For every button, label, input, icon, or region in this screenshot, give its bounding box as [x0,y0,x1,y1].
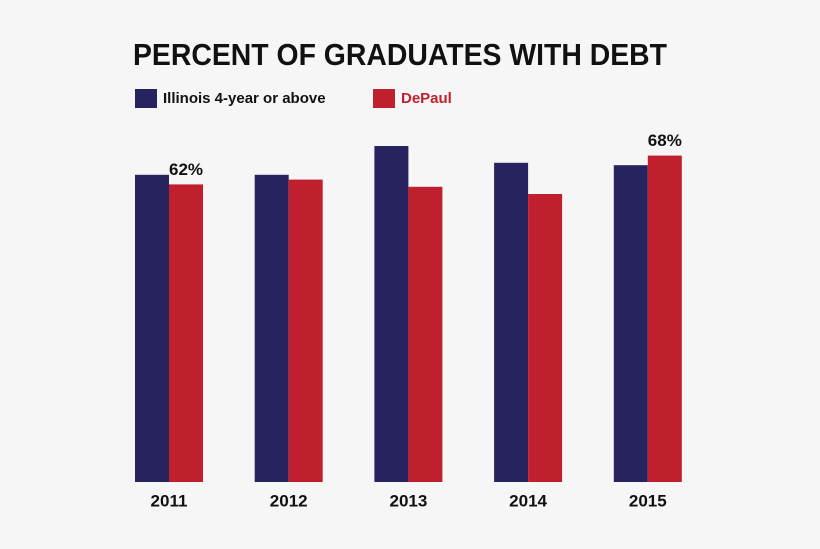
x-tick-label: 2013 [389,491,427,510]
x-tick-label: 2014 [509,491,547,510]
legend-swatch [135,89,157,108]
x-tick-label: 2012 [270,491,308,510]
value-label: 68% [648,131,682,150]
legend-swatch [373,89,395,108]
bar [374,146,409,482]
x-tick-label: 2011 [151,491,188,510]
bar [613,165,648,482]
x-tick-label: 2015 [629,491,667,510]
legend-label: Illinois 4-year or above [163,90,326,107]
bar [494,162,529,483]
bar [254,174,289,483]
bar [647,155,682,482]
bar [135,174,169,483]
legend-label: DePaul [401,90,452,107]
chart-title: PERCENT OF GRADUATES WITH DEBT [133,37,667,72]
value-label: 62% [169,160,203,179]
bar [528,194,563,482]
bar [408,186,443,483]
bar [288,179,323,482]
bar [169,184,203,482]
